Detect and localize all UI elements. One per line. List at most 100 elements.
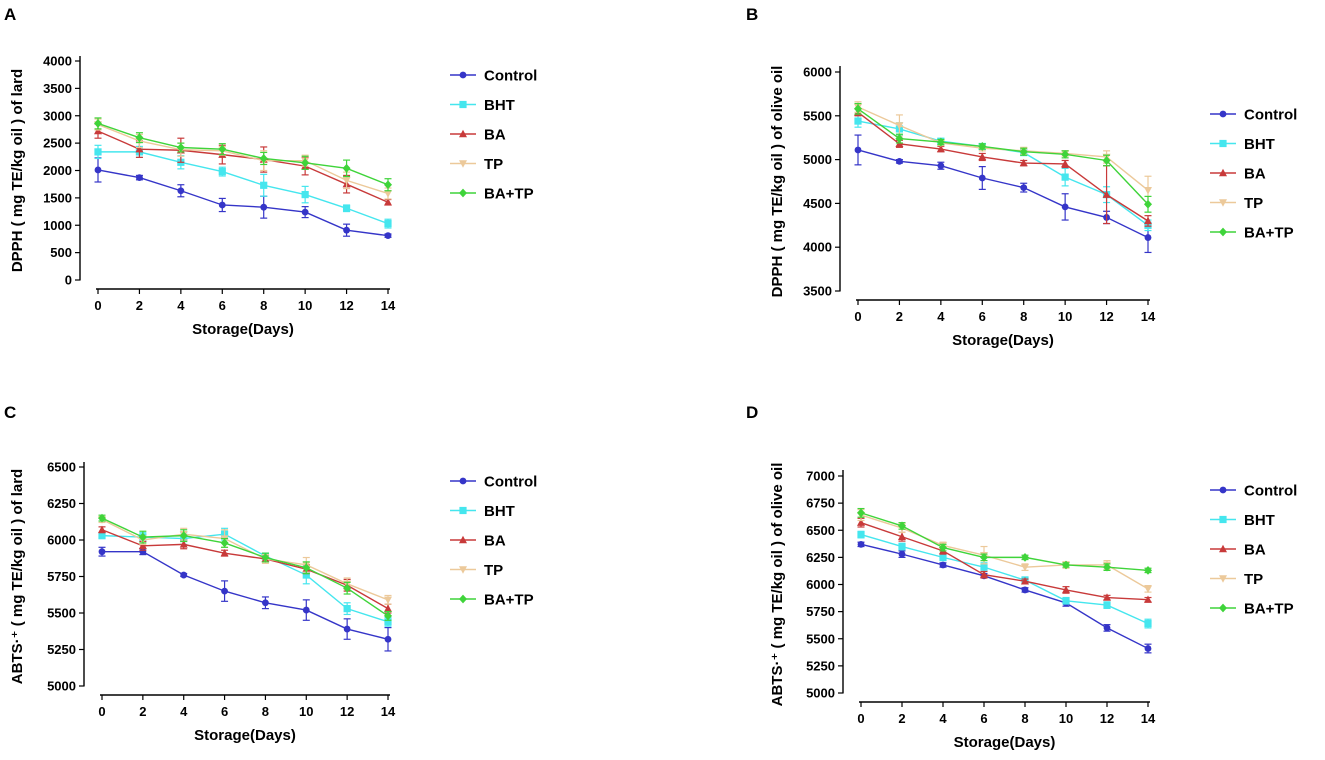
panel-c: C 5000 5250 5500 5750 6000 6250 6500 0 2 4 6 8 10 12 14… [4,403,537,744]
legend-marker [1219,110,1227,118]
data-point [342,204,351,212]
x-axis-title: Storage(Days) [952,332,1054,349]
y-tick-label: 5750 [47,569,76,584]
data-point [220,548,229,557]
legend-marker [459,594,467,604]
data-point [98,548,106,556]
data-point [384,220,392,228]
legend-label: BA+TP [1244,225,1294,242]
x-tick-label: 6 [979,309,986,324]
x-tick-label: 4 [177,298,185,313]
data-point [1144,619,1152,628]
data-point [301,190,309,199]
data-point [261,553,270,562]
x-tick-label: 0 [857,711,864,726]
y-tick-label: 6500 [47,460,76,475]
data-point [898,542,906,551]
series-line [97,122,389,186]
y-tick-label: 3500 [803,284,832,299]
data-point [1021,586,1029,594]
y-tick-label: 5000 [803,152,832,167]
series-control [94,157,392,240]
data-point [260,181,268,189]
data-point [343,226,350,234]
x-tick-label: 0 [854,309,861,324]
data-point [384,198,392,206]
x-tick-label: 6 [221,704,228,719]
series-line [857,108,1149,205]
legend-marker [459,129,467,138]
y-tick-label: 4000 [43,54,72,69]
data-point [384,611,392,621]
y-tick-label: 6250 [806,550,835,565]
data-point [218,167,226,176]
legend-label: TP [484,562,503,579]
series-line [860,521,1149,601]
legend-marker [459,477,467,485]
data-point [1061,173,1069,181]
x-axis-title: Storage(Days) [194,727,296,744]
data-point [342,177,351,185]
legend-label: BHT [484,503,515,520]
x-tick-label: 2 [136,298,143,313]
legend-label: BA [1244,166,1266,183]
series-line [97,130,389,203]
legend-marker [459,506,467,515]
data-point [1102,156,1111,165]
y-tick-label: 2500 [43,136,72,151]
data-point [936,137,945,147]
data-point [259,154,268,163]
series-line [101,529,389,610]
data-point [1062,597,1070,605]
y-tick-label: 2000 [43,163,72,178]
data-point [1103,562,1111,572]
data-point [343,625,351,633]
data-point [262,599,269,607]
x-tick-label: 4 [937,309,945,324]
x-tick-label: 4 [180,704,188,719]
series-line [97,123,389,195]
data-point [98,525,106,533]
data-point [895,122,904,130]
data-point [978,142,987,151]
data-point [980,563,988,571]
legend-label: BHT [1244,512,1275,529]
x-tick-label: 14 [381,298,396,313]
data-point [1144,199,1152,209]
legend-label: BA [484,533,506,550]
y-tick-label: 4500 [803,196,832,211]
x-tick-label: 10 [1059,711,1073,726]
data-point [980,570,988,578]
data-point [895,134,904,143]
x-tick-label: 14 [1141,309,1156,324]
data-point [180,571,188,579]
legend: Control BHT BA TP BA+TP [450,474,537,609]
legend-marker [459,188,467,198]
legend: Control BHT BA TP BA+TP [1210,107,1297,242]
legend-marker [1219,575,1227,583]
legend: Control BHT BA TP BA+TP [1210,483,1297,618]
data-point [384,635,392,643]
series-line [97,169,389,237]
series-tp [854,101,1152,205]
data-point [1062,585,1070,594]
panel-label: B [746,5,758,24]
data-point [980,552,988,562]
data-point [218,144,227,154]
data-point [94,166,102,174]
series-line [860,533,1149,625]
data-point [857,508,865,518]
data-point [138,541,147,550]
legend-label: Control [484,68,537,85]
x-tick-label: 12 [340,704,354,719]
data-point [302,606,310,614]
data-point [136,174,143,182]
data-point [1144,595,1152,603]
legend-label: BHT [1244,136,1275,153]
legend-marker [1219,486,1227,494]
x-tick-label: 12 [1099,309,1113,324]
data-point [1102,190,1111,198]
data-point [177,187,185,195]
y-tick-label: 1500 [43,190,72,205]
data-point [179,540,188,548]
